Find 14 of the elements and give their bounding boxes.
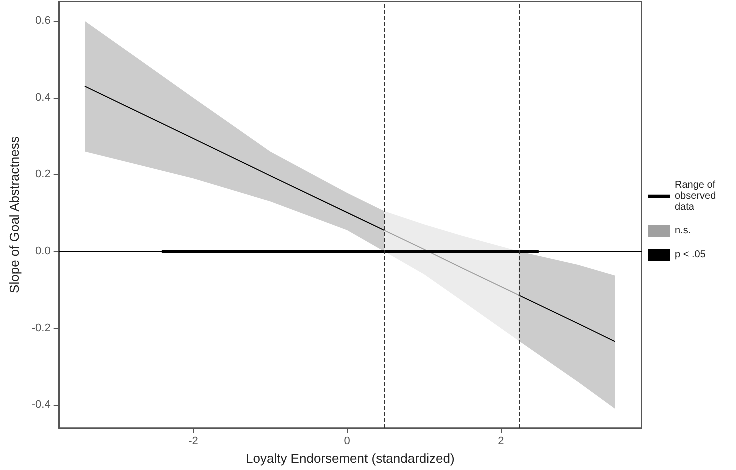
x-tick-label: 0 xyxy=(344,436,350,448)
y-tick-label: 0.4 xyxy=(36,92,51,104)
y-tick-label: 0.0 xyxy=(36,246,51,258)
x-axis-title: Loyalty Endorsement (standardized) xyxy=(246,451,455,466)
y-tick-label: 0.2 xyxy=(36,168,51,181)
y-tick-label: -0.2 xyxy=(32,322,51,334)
legend-label: Range of observed data xyxy=(675,180,719,213)
y-axis-title: Slope of Goal Abstractness xyxy=(7,136,22,294)
y-tick-label: 0.6 xyxy=(36,15,51,28)
x-tick-label: 2 xyxy=(498,436,504,448)
legend-label: n.s. xyxy=(675,226,692,236)
legend-label: p < .05 xyxy=(675,250,706,260)
x-tick-label: -2 xyxy=(188,436,198,448)
y-tick-label: -0.4 xyxy=(32,399,51,412)
